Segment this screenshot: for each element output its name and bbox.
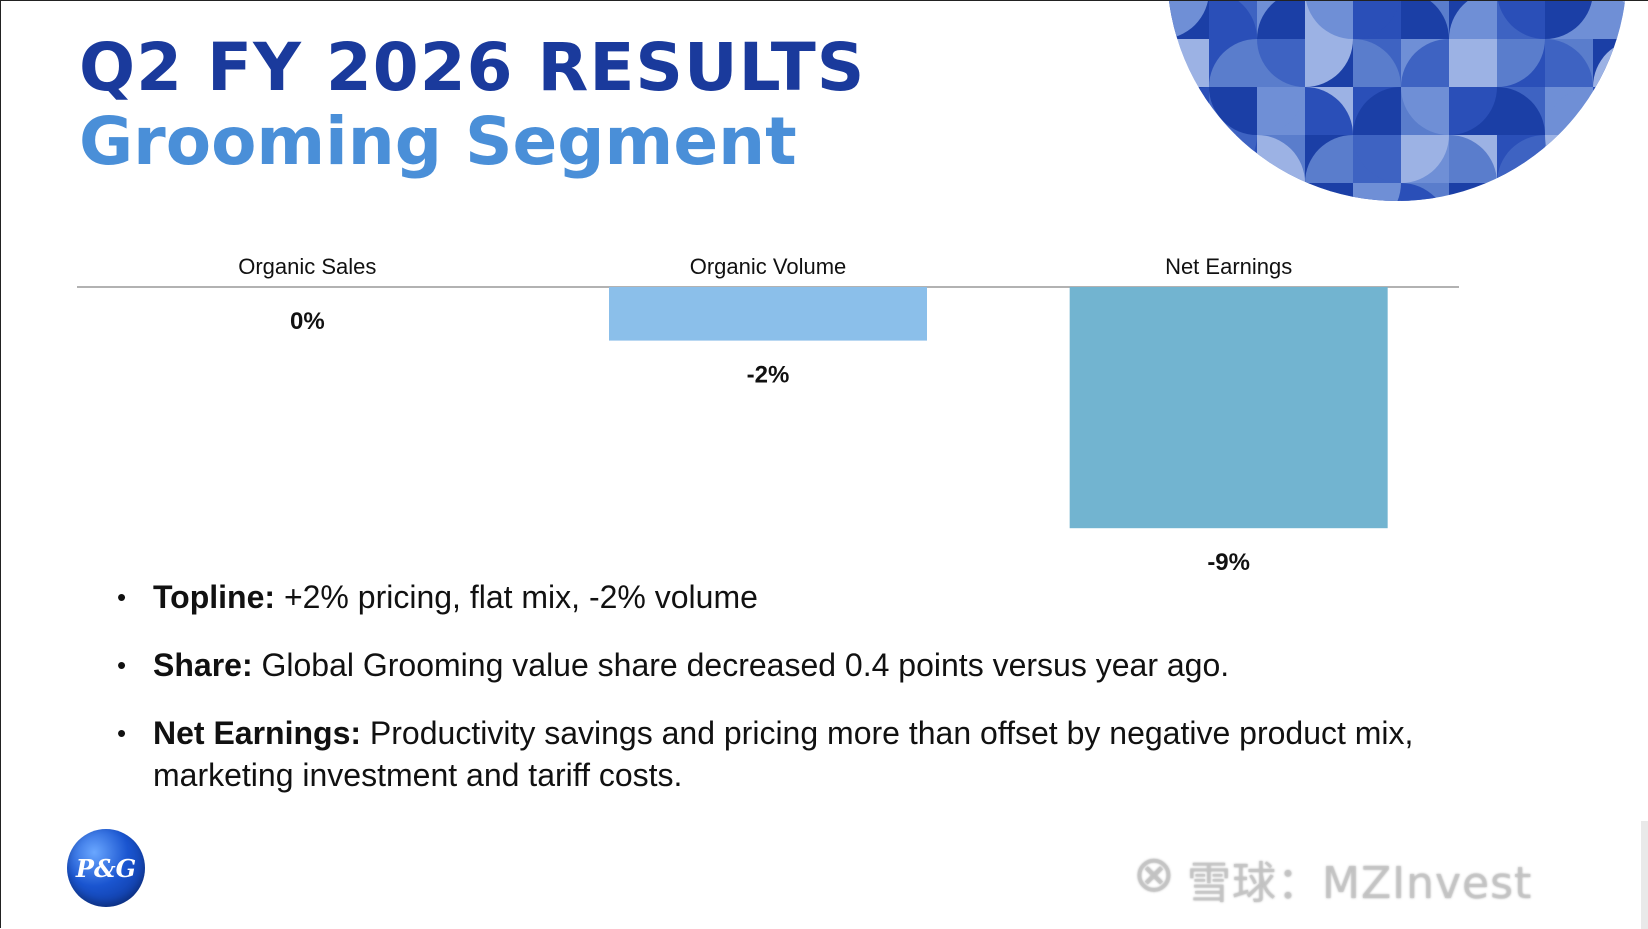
pattern-quarter-circle (1305, 87, 1353, 135)
bullet-dot-icon: • (117, 718, 127, 748)
pattern-quarter-circle (1257, 1, 1305, 39)
bullet-item-topline: • Topline: +2% pricing, flat mix, -2% vo… (117, 576, 1527, 618)
bar-net-earnings (1069, 287, 1388, 529)
pattern-quarter-circle (1305, 1, 1353, 39)
bullet-text: Productivity savings and pricing more th… (153, 715, 1414, 793)
bullet-dot-icon: • (117, 650, 127, 680)
page-title: Q2 FY 2026 RESULTS (79, 29, 866, 106)
pattern-quarter-circle (1401, 183, 1449, 201)
pattern-quarter-circle (1305, 135, 1353, 183)
value-label: 0% (290, 308, 325, 335)
watermark-text: 雪球：MZInvest (1187, 858, 1533, 909)
value-label: -2% (747, 362, 790, 389)
pattern-quarter-circle (1209, 1, 1257, 39)
pattern-quarter-circle (1257, 87, 1305, 135)
pattern-quarter-circle (1401, 87, 1449, 135)
pattern-quarter-circle (1353, 183, 1401, 201)
bullet-list: • Topline: +2% pricing, flat mix, -2% vo… (117, 576, 1527, 822)
pattern-quarter-circle (1449, 87, 1497, 135)
bullet-label: Net Earnings: (153, 715, 362, 751)
pattern-quarter-circle (1497, 39, 1545, 87)
page-subtitle: Grooming Segment (79, 103, 797, 180)
pattern-quarter-circle (1353, 39, 1401, 87)
bullet-text: Global Grooming value share decreased 0.… (252, 647, 1230, 683)
pattern-quarter-circle (1257, 39, 1305, 87)
bullet-label: Share: (153, 647, 253, 683)
pattern-quarter-circle (1209, 39, 1257, 87)
pattern-quarter-circle (1353, 1, 1401, 39)
pattern-quarter-circle (1401, 39, 1449, 87)
pattern-quarter-circle (1545, 39, 1593, 87)
pattern-quarter-circle (1449, 39, 1497, 87)
bar-organic-volume (609, 287, 927, 341)
pattern-quarter-circle (1401, 135, 1449, 183)
pattern-quarter-circle (1545, 1, 1593, 39)
bullet-dot-icon: • (117, 582, 127, 612)
category-label: Net Earnings (1165, 254, 1292, 279)
pattern-quarter-circle (1209, 87, 1257, 135)
bullet-item-share: • Share: Global Grooming value share dec… (117, 644, 1527, 686)
watermark-icon: ⊗ (1133, 845, 1175, 903)
pattern-quarter-circle (1593, 1, 1627, 39)
category-label: Organic Volume (690, 254, 847, 279)
pattern-quarter-circle (1449, 1, 1497, 39)
pg-logo: P&G (67, 829, 145, 907)
value-label: -9% (1207, 549, 1250, 576)
pattern-quarter-circle (1497, 87, 1545, 135)
pattern-quarter-circle (1305, 39, 1353, 87)
pattern-quarter-circle (1353, 135, 1401, 183)
pattern-quarter-circle (1401, 1, 1449, 39)
edge-decoration (1641, 821, 1648, 929)
pattern-quarter-circle (1449, 135, 1497, 183)
bullet-item-net-earnings: • Net Earnings: Productivity savings and… (117, 712, 1527, 796)
pattern-quarter-circle (1497, 1, 1545, 39)
bullet-text: +2% pricing, flat mix, -2% volume (275, 579, 758, 615)
bullet-label: Topline: (153, 579, 276, 615)
category-label: Organic Sales (238, 254, 376, 279)
pattern-quarter-circle (1353, 87, 1401, 135)
